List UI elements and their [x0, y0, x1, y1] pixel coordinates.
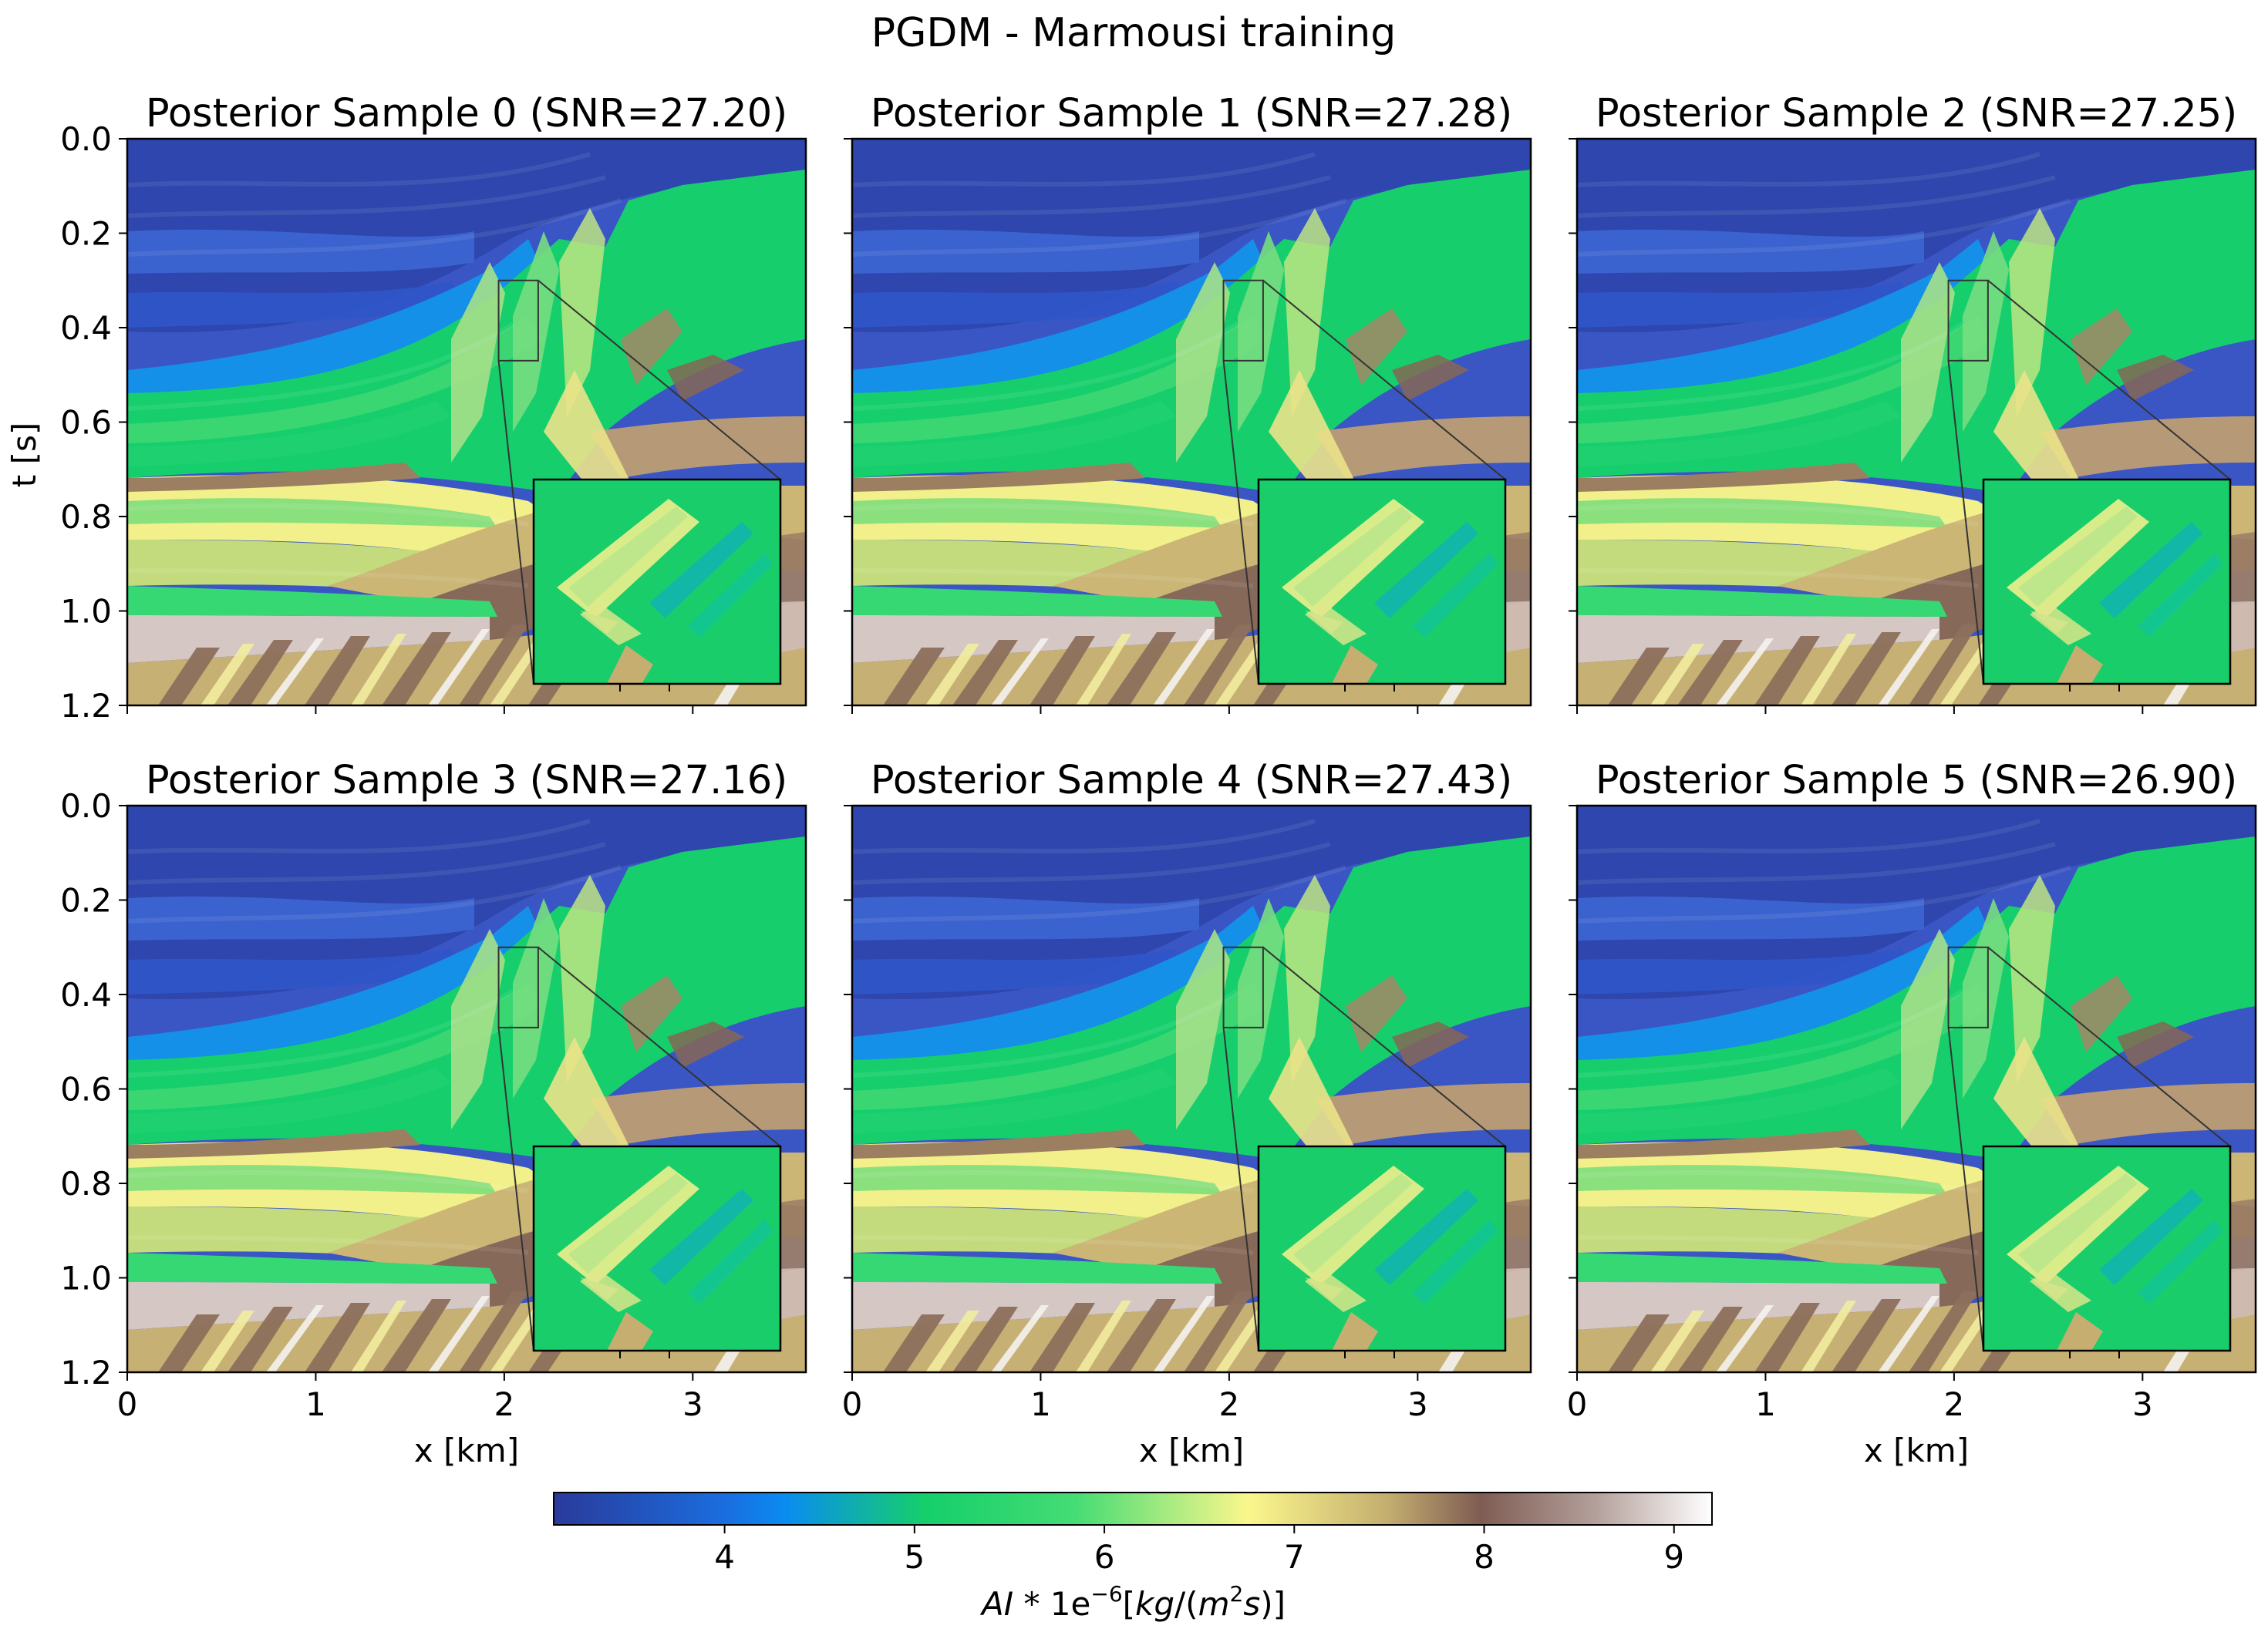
y-axis-label: t [s]: [5, 422, 43, 487]
colorbar: 4 5 6 7 8 9 AI * 1e−6[kg/(m2s)]: [553, 1492, 1713, 1623]
y-tick-label: 0.2: [60, 215, 112, 253]
panel-0: Posterior Sample 0 (SNR=27.20) 0.0 0.2 0.4 0…: [60, 91, 807, 725]
zoom-inset-frame: [532, 478, 782, 685]
y-tick-label: 0.6: [60, 404, 112, 442]
zoom-inset: [534, 1146, 780, 1351]
zoom-connector-line: [497, 360, 534, 685]
zoom-inset-frame: [532, 1145, 782, 1352]
zoom-inset-image: [1259, 1146, 1505, 1351]
zoom-inset: [1983, 1146, 2230, 1351]
zoom-inset-image: [534, 480, 780, 684]
y-tick-label: 0.4: [60, 309, 112, 347]
x-tick-label: 2: [1219, 1385, 1240, 1423]
zoom-inset-image: [1259, 480, 1505, 684]
x-tick-label: 0: [117, 1385, 138, 1423]
colorbar-label: AI * 1e−6[kg/(m2s)]: [979, 1581, 1286, 1623]
y-tick-label: 1.0: [60, 1260, 112, 1297]
colorbar-tick-label: 4: [714, 1538, 735, 1576]
y-tick-label: 1.2: [60, 687, 112, 725]
x-tick-label: 2: [494, 1385, 515, 1423]
zoom-inset: [1983, 480, 2230, 684]
y-tick-label: 1.0: [60, 593, 112, 631]
y-tick-label: 0.6: [60, 1071, 112, 1109]
colorbar-tick-label: 6: [1094, 1538, 1115, 1576]
zoom-inset-frame: [1982, 478, 2232, 685]
panels-group: Posterior Sample 0 (SNR=27.20) 0.0 0.2 0.4 0…: [5, 91, 2257, 1469]
y-tick-label: 0.8: [60, 1165, 112, 1203]
zoom-connector-line: [1222, 360, 1259, 685]
figure-suptitle: PGDM - Marmousi training: [871, 10, 1397, 56]
colorbar-tick-label: 9: [1663, 1538, 1684, 1576]
zoom-region-box: [1222, 279, 1264, 362]
zoom-connector-line: [1987, 279, 2231, 480]
zoom-connector-line: [1222, 1027, 1259, 1351]
panel-title: Posterior Sample 4 (SNR=27.43): [871, 758, 1512, 803]
colorbar-tick-label: 8: [1474, 1538, 1495, 1576]
colorbar-tick-label: 7: [1284, 1538, 1305, 1576]
zoom-connector-line: [1987, 946, 2231, 1147]
zoom-region-box: [1947, 279, 1989, 362]
x-tick-label: 1: [1755, 1385, 1776, 1423]
panel-2: Posterior Sample 2 (SNR=27.25): [1569, 91, 2257, 714]
panel-title: Posterior Sample 5 (SNR=26.90): [1596, 758, 2237, 803]
x-axis-label: x [km]: [1139, 1432, 1244, 1469]
zoom-connector-line: [1262, 279, 1506, 480]
zoom-connector-line: [1262, 946, 1506, 1147]
zoom-connector-line: [497, 1027, 534, 1351]
panel-3: Posterior Sample 3 (SNR=27.16) 0.0 0.2 0.4 0…: [60, 758, 807, 1469]
panel-title: Posterior Sample 2 (SNR=27.25): [1596, 91, 2237, 136]
zoom-inset-frame: [1982, 1145, 2232, 1352]
y-tick-label: 0.8: [60, 498, 112, 536]
zoom-region-box: [1947, 946, 1989, 1028]
y-tick-label: 0.0: [60, 787, 112, 825]
zoom-region-box: [497, 279, 539, 362]
zoom-inset-image: [534, 1146, 780, 1351]
zoom-connector-line: [1947, 360, 1984, 685]
panel-4: Posterior Sample 4 (SNR=27.43) 0 1 2 3 x [km]: [842, 758, 1532, 1469]
zoom-inset-image: [1983, 480, 2230, 684]
panel-1: Posterior Sample 1 (SNR=27.28): [844, 91, 1532, 714]
y-tick-label: 0.0: [60, 120, 112, 158]
zoom-inset: [534, 480, 780, 684]
x-tick-label: 3: [2132, 1385, 2153, 1423]
colorbar-tick-label: 5: [904, 1538, 925, 1576]
y-tick-label: 0.4: [60, 976, 112, 1014]
x-tick-label: 0: [842, 1385, 863, 1423]
x-axis-label: x [km]: [1864, 1432, 1969, 1469]
colorbar-gradient: [553, 1492, 1713, 1526]
x-tick-label: 3: [682, 1385, 703, 1423]
colorbar-ticks: 4 5 6 7 8 9: [714, 1525, 1684, 1576]
zoom-connector-line: [538, 946, 781, 1147]
x-tick-label: 1: [305, 1385, 326, 1423]
zoom-inset-frame: [1257, 478, 1507, 685]
x-tick-label: 1: [1030, 1385, 1051, 1423]
y-tick-label: 0.2: [60, 882, 112, 920]
zoom-region-box: [1222, 946, 1264, 1028]
zoom-connector-line: [1947, 1027, 1984, 1351]
y-tick-label: 1.2: [60, 1354, 112, 1392]
zoom-inset: [1259, 480, 1505, 684]
x-tick-label: 2: [1944, 1385, 1965, 1423]
x-tick-label: 3: [1407, 1385, 1428, 1423]
x-axis-label: x [km]: [414, 1432, 519, 1469]
panel-title: Posterior Sample 0 (SNR=27.20): [146, 91, 787, 136]
x-tick-label: 0: [1567, 1385, 1588, 1423]
panel-5: Posterior Sample 5 (SNR=26.90) 0 1 2 3 x [km]: [1567, 758, 2257, 1469]
zoom-region-box: [497, 946, 539, 1028]
panel-title: Posterior Sample 1 (SNR=27.28): [871, 91, 1512, 136]
panel-title: Posterior Sample 3 (SNR=27.16): [146, 758, 787, 803]
zoom-connector-line: [538, 279, 781, 480]
zoom-inset-image: [1983, 1146, 2230, 1351]
zoom-inset-frame: [1257, 1145, 1507, 1352]
zoom-inset: [1259, 1146, 1505, 1351]
